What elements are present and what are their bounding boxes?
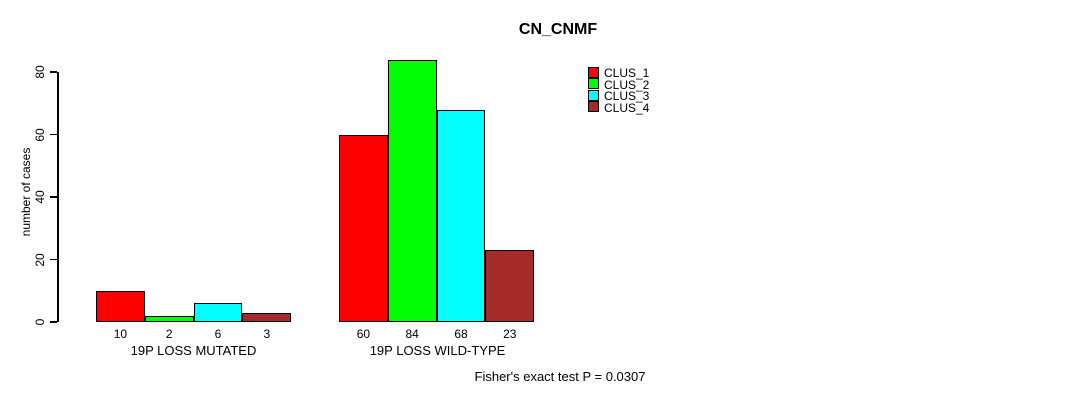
bar [242, 312, 292, 322]
legend-label: CLUS_2 [604, 77, 650, 92]
y-tick-label: 40 [33, 190, 47, 204]
y-tick [50, 133, 57, 136]
bar [436, 109, 486, 322]
y-tick-label: 20 [33, 252, 47, 267]
x-group-label-mutated: 19P LOSS MUTATED [130, 343, 257, 358]
fisher-test-annotation: Fisher's exact test P = 0.0307 [474, 369, 646, 384]
chart-title: CN_CNMF [518, 21, 598, 38]
y-tick [50, 321, 57, 323]
bar [387, 59, 437, 322]
bar [485, 250, 535, 322]
y-tick [50, 71, 57, 73]
bar-value-label: 3 [263, 327, 271, 341]
legend-swatch [588, 89, 599, 101]
y-axis-label: number of cases [19, 147, 33, 237]
bar-value-label: 84 [405, 327, 419, 341]
bar [339, 134, 388, 322]
x-group-label-wild-type: 19P LOSS WILD-TYPE [369, 343, 506, 358]
bar-value-label: 23 [503, 327, 517, 341]
legend-label: CLUS_3 [604, 89, 650, 104]
y-tick-label: 0 [33, 318, 47, 326]
y-tick [50, 258, 57, 261]
y-axis-line [57, 72, 59, 322]
y-tick-label: 60 [33, 127, 47, 142]
bar-value-label: 2 [165, 327, 173, 341]
bar [193, 303, 243, 322]
bar-value-label: 6 [214, 327, 222, 341]
legend-swatch [588, 101, 599, 113]
bar-value-label: 68 [454, 327, 468, 341]
bar-value-label: 10 [113, 327, 128, 341]
bar [96, 290, 145, 322]
bar-value-label: 60 [356, 327, 371, 341]
y-tick-label: 80 [33, 65, 47, 79]
bar [144, 315, 194, 322]
legend-label: CLUS_1 [604, 66, 650, 80]
legend-label: CLUS_4 [604, 100, 650, 115]
legend-swatch [588, 66, 599, 78]
y-tick [50, 196, 57, 198]
legend-swatch [588, 78, 599, 90]
